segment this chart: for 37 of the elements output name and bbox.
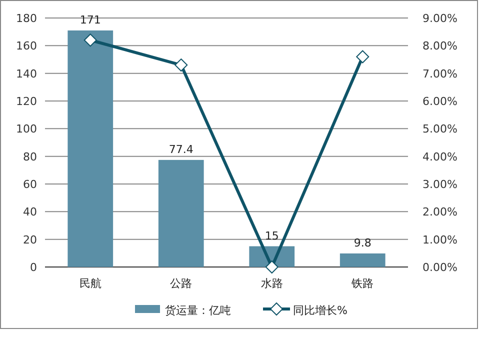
point [84,34,97,47]
x-tick-label: 铁路 [350,277,374,290]
legend-label: 同比增长% [293,304,348,317]
y-tick-label: 0 [30,261,37,274]
data-label: 77.4 [168,142,194,156]
bar [340,253,386,267]
y2-tick-label: 2.00% [422,206,458,219]
y-tick-label: 160 [16,40,37,53]
data-label: 9.8 [354,236,372,250]
y2-tick-label: 0.00% [422,261,458,274]
y-tick-label: 40 [23,206,37,219]
bar [68,30,114,267]
point [356,50,370,64]
y2-tick-label: 3.00% [422,178,458,191]
bar [158,160,204,267]
data-label: 171 [80,13,101,26]
y-tick-label: 100 [16,122,37,136]
x-tick-label: 水路 [260,277,283,290]
y2-tick-label: 6.00% [422,95,458,108]
point [174,58,188,72]
y-tick-label: 120 [16,95,37,108]
legend-label: 货运量：亿吨 [165,304,231,317]
y2-tick-label: 9.00% [422,12,458,25]
y-tick-label: 20 [23,233,37,246]
x-tick-label: 民航 [79,277,102,290]
x-tick-label: 公路 [170,277,192,290]
y2-tick-label: 7.00% [422,67,458,80]
y2-tick-label: 8.00% [422,40,458,53]
data-label: 15 [264,229,279,242]
y2-tick-label: 5.00% [422,122,458,136]
y-tick-label: 180 [16,12,37,25]
y2-tick-label: 4.00% [422,150,458,164]
y-tick-label: 60 [23,178,37,191]
y-tick-label: 140 [16,67,37,80]
y-tick-label: 80 [23,150,37,164]
y2-tick-label: 1.00% [422,233,458,246]
point [265,260,278,274]
